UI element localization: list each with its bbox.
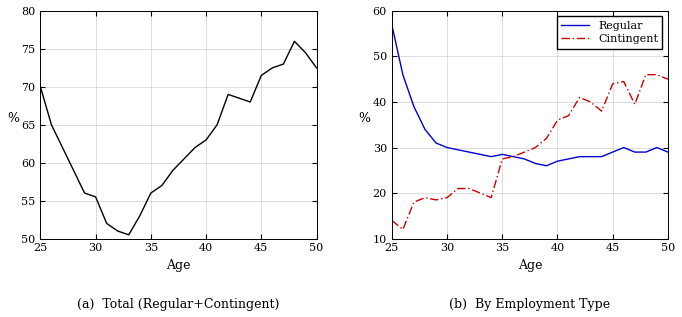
Cintingent [576, 95, 584, 99]
Regular [387, 23, 396, 27]
Line: Regular: Regular [391, 25, 668, 166]
Regular [642, 150, 650, 154]
Regular [565, 157, 573, 161]
Cintingent [531, 146, 539, 149]
Cintingent [476, 191, 484, 195]
Cintingent [509, 155, 518, 158]
Regular [620, 146, 628, 149]
Regular [520, 157, 529, 161]
Cintingent [565, 114, 573, 118]
Regular [465, 150, 473, 154]
Line: Cintingent: Cintingent [391, 75, 668, 230]
Text: (b)  By Employment Type: (b) By Employment Type [449, 298, 610, 311]
Y-axis label: %: % [7, 112, 19, 125]
Regular [498, 152, 506, 156]
Regular [432, 141, 440, 145]
Cintingent [608, 82, 617, 86]
Cintingent [487, 196, 495, 199]
Cintingent [597, 109, 606, 113]
Cintingent [465, 187, 473, 191]
Cintingent [399, 228, 407, 231]
Regular [608, 150, 617, 154]
Cintingent [553, 118, 561, 122]
Cintingent [631, 102, 639, 106]
Regular [476, 152, 484, 156]
Y-axis label: %: % [358, 112, 370, 125]
Regular [631, 150, 639, 154]
Regular [531, 162, 539, 165]
X-axis label: Age: Age [166, 259, 191, 272]
Regular [487, 155, 495, 158]
Regular [410, 105, 418, 108]
Cintingent [443, 196, 451, 199]
Cintingent [387, 218, 396, 222]
Regular [454, 148, 462, 152]
Regular [509, 155, 518, 158]
Regular [597, 155, 606, 158]
Legend: Regular, Cintingent: Regular, Cintingent [557, 16, 662, 49]
Cintingent [410, 200, 418, 204]
Cintingent [664, 77, 672, 81]
Regular [664, 150, 672, 154]
Regular [399, 73, 407, 77]
Cintingent [454, 187, 462, 191]
Cintingent [520, 150, 529, 154]
Regular [421, 127, 429, 131]
Cintingent [653, 73, 661, 77]
Cintingent [421, 196, 429, 199]
Cintingent [498, 157, 506, 161]
Regular [553, 159, 561, 163]
X-axis label: Age: Age [518, 259, 542, 272]
Cintingent [620, 80, 628, 83]
Cintingent [542, 137, 550, 140]
Regular [587, 155, 595, 158]
Regular [653, 146, 661, 149]
Cintingent [587, 100, 595, 104]
Cintingent [642, 73, 650, 77]
Text: (a)  Total (Regular+Contingent): (a) Total (Regular+Contingent) [77, 298, 280, 311]
Regular [542, 164, 550, 168]
Regular [576, 155, 584, 158]
Cintingent [432, 198, 440, 202]
Regular [443, 146, 451, 149]
